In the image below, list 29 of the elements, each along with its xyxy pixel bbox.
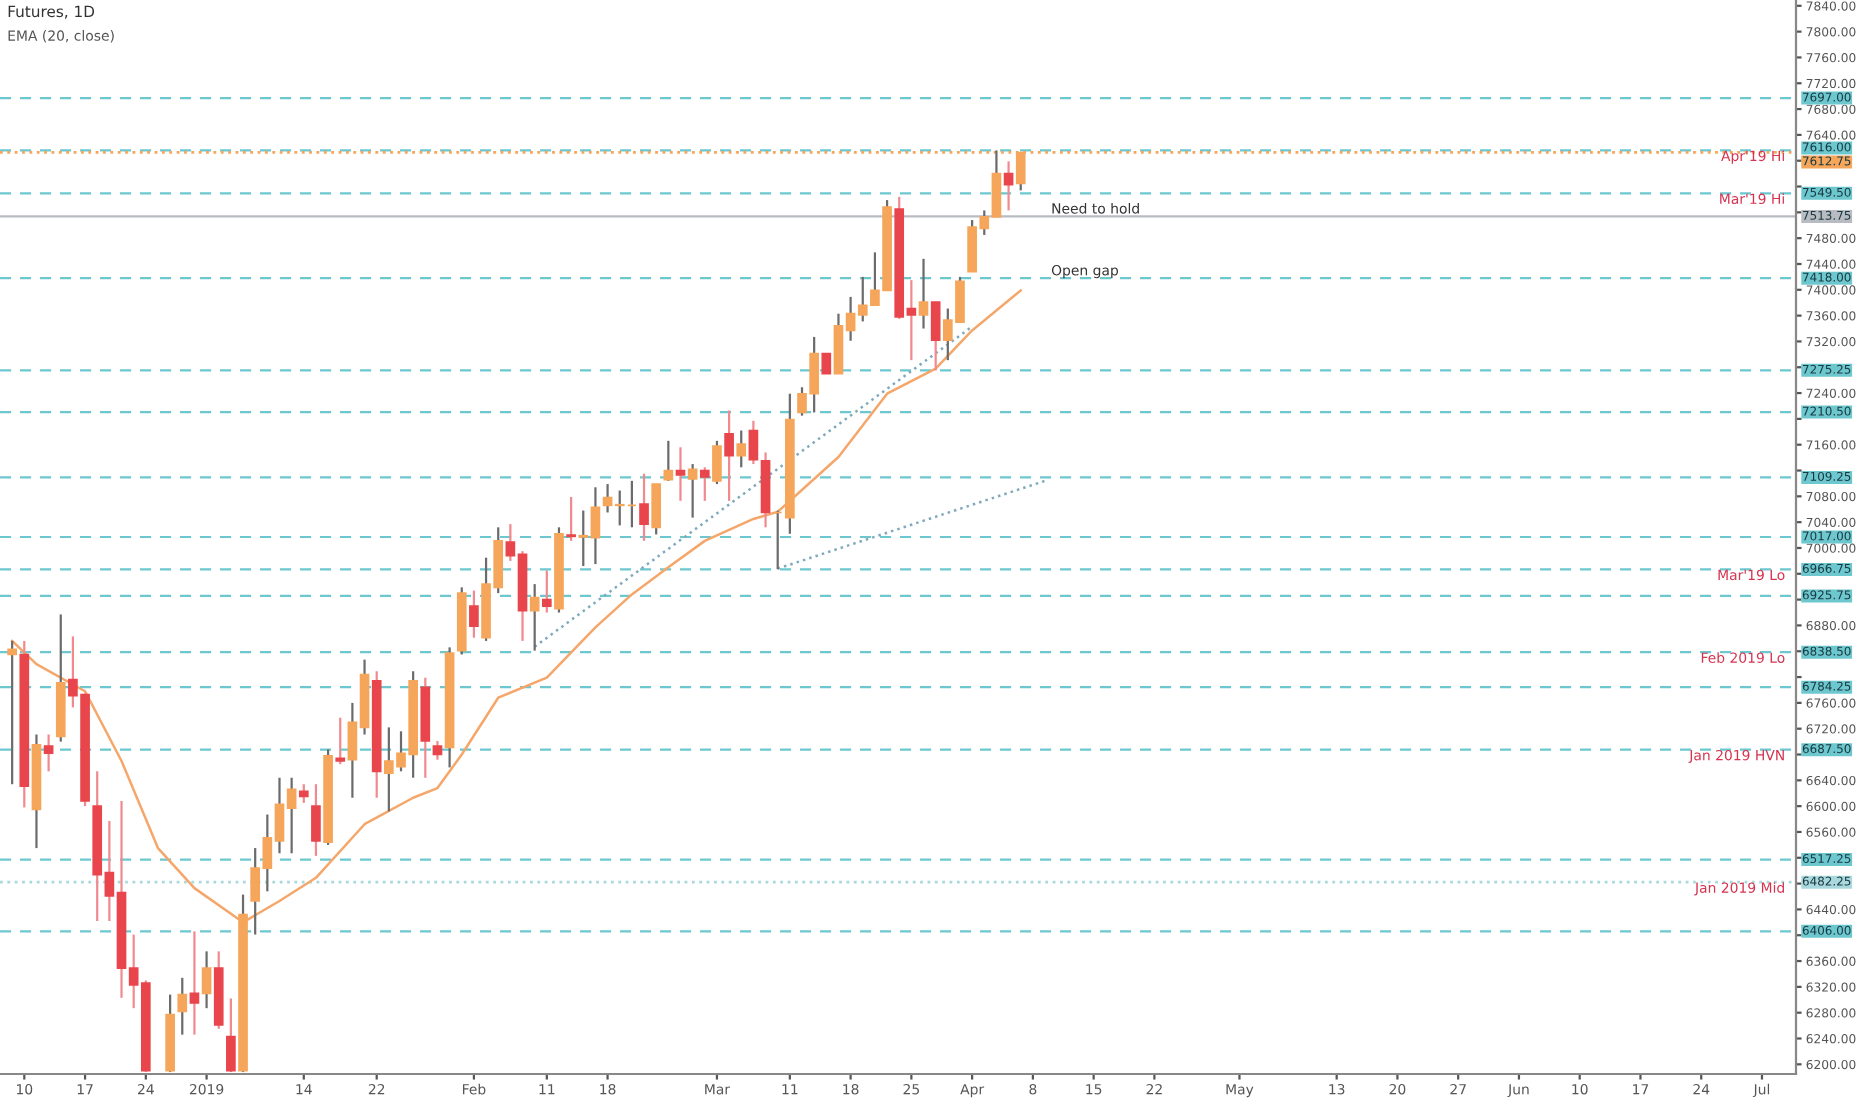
candlestick	[469, 589, 479, 639]
candlestick	[724, 409, 734, 502]
candlestick	[189, 930, 200, 1036]
candlestick	[541, 569, 552, 614]
candlestick	[226, 997, 236, 1074]
candlestick	[675, 446, 686, 502]
candlestick	[699, 466, 710, 502]
candlestick	[201, 950, 212, 1010]
candlestick	[1003, 160, 1014, 212]
candlestick	[821, 352, 832, 375]
candlestick	[639, 472, 649, 542]
candlestick	[930, 300, 941, 372]
candlestick	[663, 439, 674, 482]
candlestick	[918, 257, 929, 330]
candlestick	[736, 429, 747, 469]
candlestick	[311, 783, 321, 857]
candlestick	[432, 739, 443, 761]
candlestick	[687, 462, 698, 519]
candlestick	[177, 976, 188, 1036]
candlestick	[529, 583, 540, 652]
candlestick	[566, 495, 576, 542]
candlestick	[651, 482, 662, 536]
candlestick	[7, 639, 17, 786]
candlestick	[748, 419, 759, 466]
candlestick	[43, 733, 54, 773]
candlestick	[712, 439, 722, 486]
candlestick	[335, 716, 346, 766]
candlestick	[298, 783, 309, 805]
line-series	[10, 289, 1022, 924]
